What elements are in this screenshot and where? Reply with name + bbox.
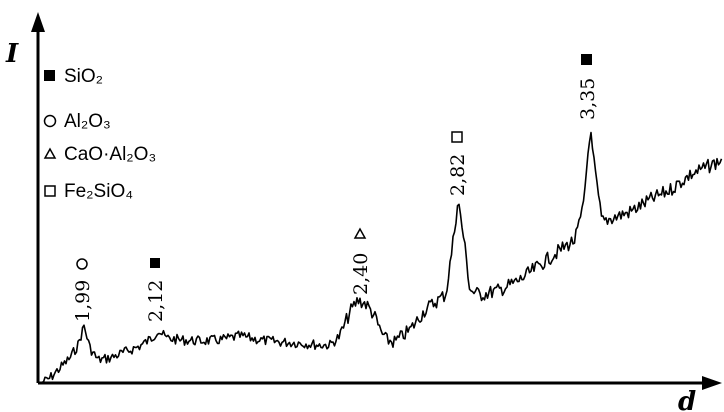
y-axis-title: I bbox=[5, 39, 19, 69]
peak-marker-2-40 bbox=[353, 227, 367, 239]
legend-label-fe2sio4: Fe₂SiO₄ bbox=[64, 181, 133, 202]
peak-label-2-40: 2,40 bbox=[350, 253, 372, 295]
legend-marker-cao-al2o3 bbox=[43, 147, 57, 159]
y-axis-arrow bbox=[31, 12, 45, 32]
legend-label-cao-al2o3: CaO·Al₂O₃ bbox=[64, 144, 156, 165]
peak-label-3-35: 3,35 bbox=[577, 78, 599, 120]
peak-label-2-82: 2,82 bbox=[447, 154, 469, 196]
peak-annotations: 1,99 2,12 2,40 2,82 3,35 bbox=[72, 54, 599, 322]
peak-marker-2-12 bbox=[150, 258, 160, 268]
legend-marker-al2o3 bbox=[43, 114, 57, 128]
peak-marker-3-35 bbox=[581, 54, 592, 65]
peak-label-2-12: 2,12 bbox=[145, 280, 167, 322]
peak-marker-1-99 bbox=[76, 258, 88, 270]
diffraction-trace bbox=[42, 131, 723, 383]
legend-marker-fe2sio4 bbox=[44, 185, 56, 197]
legend-label-al2o3: Al₂O₃ bbox=[64, 111, 111, 132]
legend-label-sio2: SiO₂ bbox=[64, 66, 103, 87]
x-axis-title: d bbox=[678, 387, 696, 412]
legend-marker-sio2 bbox=[44, 70, 55, 81]
legend: SiO₂ Al₂O₃ CaO·Al₂O₃ Fe₂SiO₄ bbox=[43, 66, 156, 202]
peak-label-1-99: 1,99 bbox=[72, 280, 94, 322]
x-axis-arrow bbox=[702, 376, 722, 390]
peak-marker-2-82 bbox=[451, 131, 463, 143]
